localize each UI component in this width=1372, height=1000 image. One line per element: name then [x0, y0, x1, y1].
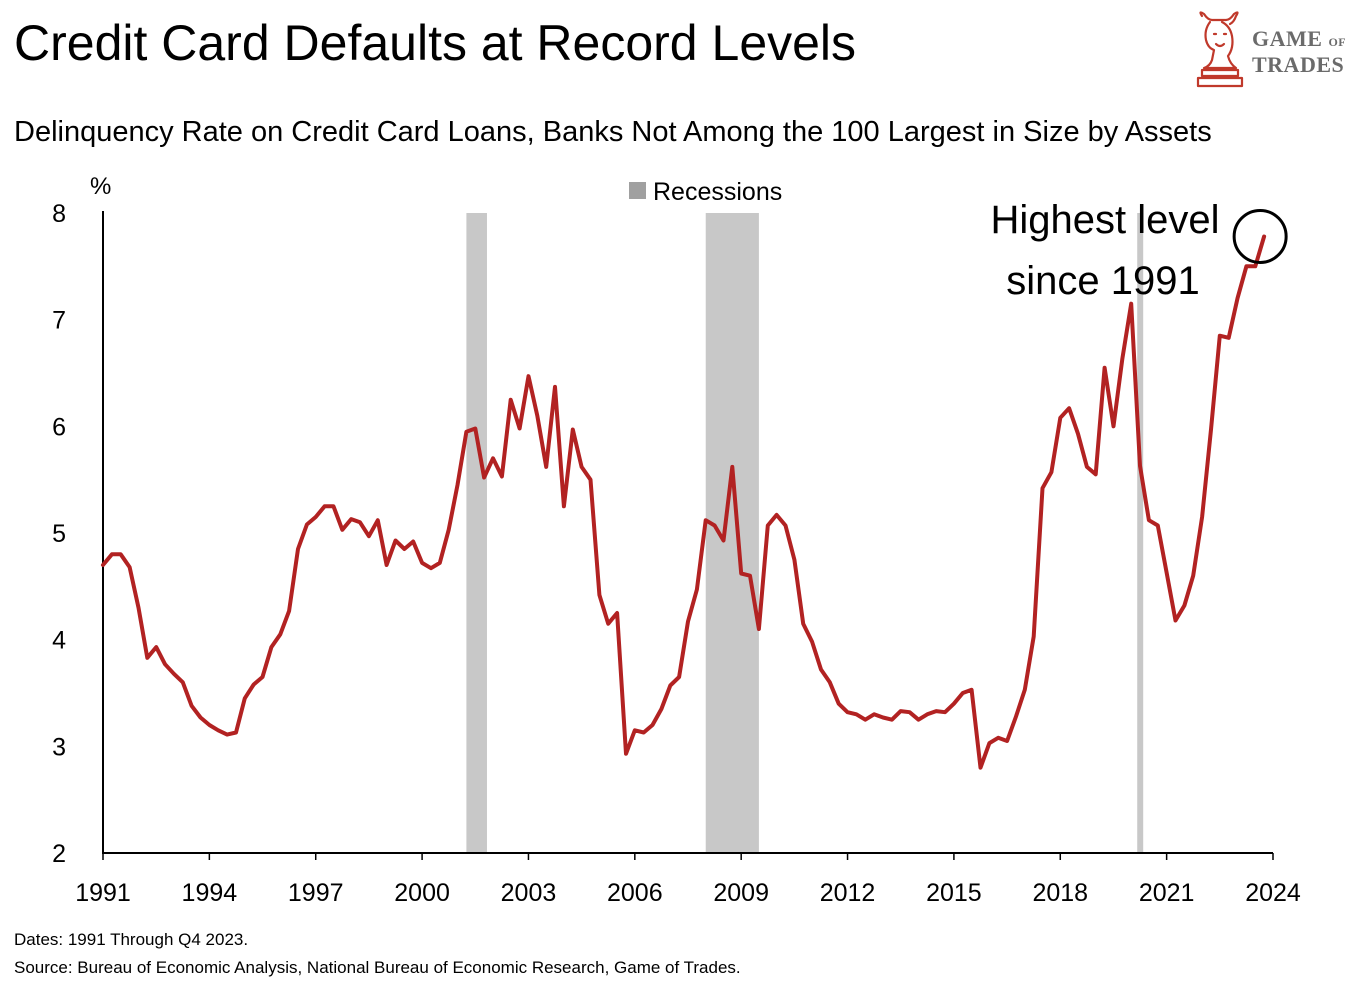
x-tick-label: 1991 — [75, 879, 131, 907]
x-tick-label: 2000 — [394, 879, 450, 907]
chart-labels: 2 3 4 5 6 7 8% 1991 1994 1997 2000 2003 2006 2009 2012… — [52, 173, 1301, 907]
page-title: Credit Card Defaults at Record Levels — [14, 15, 857, 71]
x-tick-label: 2015 — [926, 879, 982, 907]
recession-band — [705, 213, 759, 853]
chart-axes — [102, 211, 1274, 860]
brand-logo: GAME OF TRADES — [1192, 8, 1362, 94]
recession-band — [466, 213, 487, 853]
annotation-circle — [1232, 208, 1288, 264]
recession-bands — [466, 213, 1144, 853]
logo-word-trades: TRADES — [1252, 52, 1345, 77]
y-axis-label: % — [90, 173, 111, 200]
y-tick-label: 2 — [52, 840, 66, 868]
footer-source: Source: Bureau of Economic Analysis, Nat… — [14, 958, 741, 977]
x-tick-label: 1994 — [182, 879, 238, 907]
x-tick-label: 2021 — [1139, 879, 1195, 907]
y-tick-label: 5 — [52, 520, 66, 548]
legend-label-recessions: Recessions — [653, 178, 782, 206]
x-tick-label: 1997 — [288, 879, 344, 907]
recession-band — [1137, 213, 1144, 853]
logo-word-of: OF — [1328, 35, 1347, 49]
x-tick-label: 2003 — [501, 879, 557, 907]
series-line-group — [101, 234, 1267, 770]
x-tick-label: 2024 — [1245, 879, 1301, 907]
y-tick-label: 6 — [52, 413, 66, 441]
y-tick-label: 8 — [52, 200, 66, 228]
y-tick-label: 7 — [52, 307, 66, 335]
y-tick-label: 4 — [52, 627, 66, 655]
chart-subtitle: Delinquency Rate on Credit Card Loans, B… — [14, 116, 1212, 148]
y-tick-label: 3 — [52, 733, 66, 761]
x-tick-label: 2018 — [1032, 879, 1088, 907]
legend-swatch-recessions — [629, 182, 646, 199]
footer-dates: Dates: 1991 Through Q4 2023. — [14, 930, 249, 949]
x-tick-label: 2006 — [607, 879, 663, 907]
series-line — [101, 234, 1267, 770]
annotation-line-2: since 1991 — [1006, 259, 1199, 303]
annotation-line-1: Highest level — [990, 198, 1219, 242]
x-tick-label: 2009 — [713, 879, 769, 907]
bull-chess-knight-icon — [1196, 11, 1244, 88]
x-tick-label: 2012 — [820, 879, 876, 907]
logo-word-game: GAME — [1252, 26, 1323, 51]
